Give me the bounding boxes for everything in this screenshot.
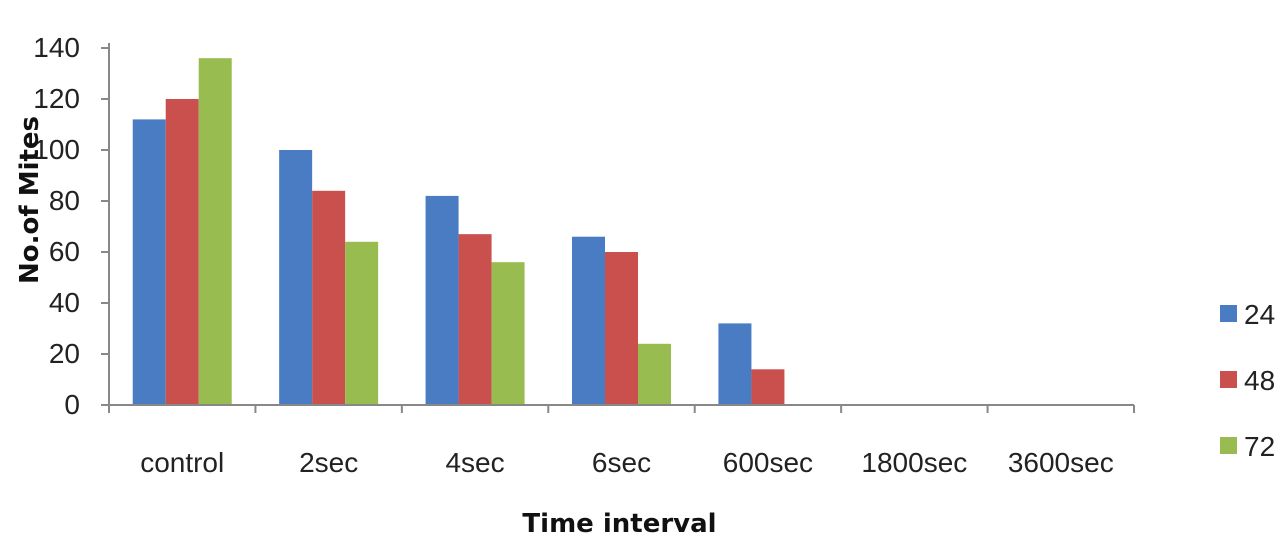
bar-72: [198, 58, 232, 405]
legend-label-72: 72: [1244, 431, 1275, 462]
x-tick-label: 600sec: [723, 447, 813, 478]
x-tick-label: 2sec: [299, 447, 358, 478]
legend-swatch-48: [1220, 371, 1237, 388]
legend-swatch-72: [1220, 437, 1237, 454]
y-tick-label: 100: [33, 134, 80, 165]
y-tick-label: 80: [49, 185, 80, 216]
bar-48: [312, 190, 346, 405]
bar-24: [279, 150, 313, 405]
y-tick-label: 0: [64, 389, 80, 420]
bar-24: [425, 195, 459, 405]
bar-24: [132, 119, 166, 406]
x-axis-ticks: control 2sec 4sec 6sec 600sec 1800sec 3600sec: [108, 405, 1135, 478]
bar-72: [638, 343, 671, 405]
axes-layer: [101, 43, 1134, 406]
y-tick-label: 20: [49, 338, 80, 369]
y-tick-label: 40: [49, 287, 80, 318]
bar-24: [572, 236, 605, 405]
bar-72: [491, 262, 525, 405]
bar-24: [718, 323, 752, 405]
x-tick-label: 1800sec: [861, 447, 967, 478]
x-tick-label: control: [140, 447, 224, 478]
x-tick-label: 4sec: [445, 447, 504, 478]
legend-swatch-24: [1220, 305, 1237, 322]
y-tick-label: 140: [33, 32, 80, 63]
bar-48: [751, 369, 785, 405]
y-tick-label: 120: [33, 83, 80, 114]
legend: 24 48 72: [1220, 299, 1275, 462]
bar-48: [165, 99, 199, 405]
bar-48: [458, 234, 492, 405]
x-axis-title: Time interval: [522, 509, 716, 539]
legend-label-24: 24: [1244, 299, 1275, 330]
bar-72: [345, 241, 379, 405]
bars-layer: [132, 58, 785, 406]
x-tick-label: 6sec: [592, 447, 651, 478]
y-tick-label: 60: [49, 236, 80, 267]
y-axis-ticks: 0 20 40 60 80 100 120 140: [33, 32, 109, 420]
x-tick-label: 3600sec: [1008, 447, 1114, 478]
bar-48: [605, 252, 638, 405]
legend-label-48: 48: [1244, 365, 1275, 396]
y-axis-title: No.of Mites: [15, 116, 45, 284]
